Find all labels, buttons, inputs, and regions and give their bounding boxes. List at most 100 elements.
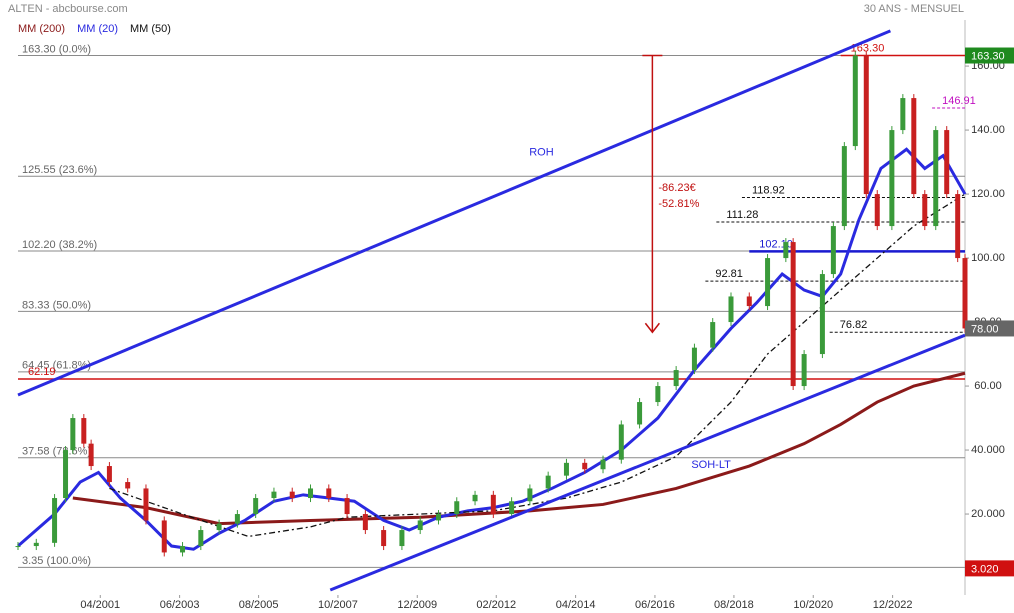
candle — [509, 501, 515, 515]
x-tick-label: 02/2012 — [476, 599, 516, 611]
candle — [746, 296, 752, 307]
chart-subtitle: 30 ANS - MENSUEL — [864, 3, 964, 15]
candle — [15, 546, 21, 548]
candle — [70, 418, 76, 451]
y-tick-label: 140.00 — [971, 124, 1005, 136]
candle — [344, 498, 350, 515]
y-tick-label: 40.000 — [971, 444, 1005, 456]
candle — [198, 530, 204, 547]
candle — [900, 98, 906, 131]
candle — [655, 386, 661, 403]
arrow-label: -86.23€ — [658, 182, 695, 194]
candle — [125, 482, 131, 489]
x-tick-label: 10/2020 — [793, 599, 833, 611]
x-tick-label: 10/2007 — [318, 599, 358, 611]
moving-average — [109, 193, 966, 538]
candle — [454, 501, 460, 515]
candle — [944, 130, 950, 195]
candle — [143, 488, 149, 521]
candle — [399, 530, 405, 547]
x-tick-label: 12/2009 — [397, 599, 437, 611]
legend-entry: MM (200) — [18, 23, 65, 35]
candle — [841, 146, 847, 227]
trendline-label: ROH — [529, 146, 554, 158]
candle — [911, 98, 917, 195]
trendline — [329, 333, 966, 592]
candle — [933, 130, 939, 227]
candle — [289, 491, 295, 499]
candle — [216, 523, 222, 531]
x-tick-label: 04/2001 — [80, 599, 120, 611]
level-label: 92.81 — [715, 268, 743, 280]
y-tick-label: 120.00 — [971, 188, 1005, 200]
fib-label: 83.33 (50.0%) — [22, 299, 91, 311]
candle — [922, 194, 928, 227]
candle — [417, 520, 423, 531]
x-tick-label: 08/2005 — [239, 599, 279, 611]
candle — [801, 354, 807, 387]
fib-label: 102.20 (38.2%) — [22, 239, 97, 251]
candle — [790, 242, 796, 387]
fib-label: 37.58 (78.6%) — [22, 446, 91, 458]
candle — [253, 498, 259, 515]
candle — [728, 296, 734, 323]
x-tick-label: 06/2016 — [635, 599, 675, 611]
x-tick-label: 04/2014 — [556, 599, 596, 611]
candle — [545, 475, 551, 489]
candle — [637, 402, 643, 425]
level-label: 62.19 — [28, 366, 56, 378]
price-tag-label: 78.00 — [971, 323, 999, 335]
y-tick-label: 100.00 — [971, 252, 1005, 264]
candle — [765, 258, 771, 307]
level-label: 118.92 — [752, 184, 785, 196]
y-tick-label: 20.000 — [971, 508, 1005, 520]
legend-entry: MM (50) — [130, 23, 171, 35]
candle — [691, 347, 697, 371]
x-tick-label: 08/2018 — [714, 599, 754, 611]
candle — [582, 462, 588, 470]
chart-title: ALTEN - abcbourse.com — [8, 3, 128, 15]
candle — [852, 55, 858, 147]
candle — [830, 226, 836, 275]
trendline-label: SOH-LT — [691, 459, 731, 471]
arrow-label: -52.81% — [658, 198, 699, 210]
level-label: 111.28 — [726, 209, 758, 221]
moving-average — [72, 371, 966, 526]
fib-label: 125.55 (23.6%) — [22, 164, 97, 176]
fib-label: 3.35 (100.0%) — [22, 555, 91, 567]
trendline — [17, 29, 891, 397]
candle — [180, 546, 186, 553]
candle — [88, 443, 94, 467]
candle — [490, 494, 496, 515]
candle — [618, 424, 624, 460]
candle — [63, 450, 69, 499]
level-label: 76.82 — [840, 319, 868, 331]
candle — [33, 542, 39, 547]
price-tag — [965, 320, 1014, 337]
level-label: 146.91 — [942, 95, 976, 107]
y-tick-label: 60.00 — [974, 380, 1002, 392]
candle — [783, 242, 789, 259]
candle — [381, 530, 387, 547]
candle — [326, 488, 332, 499]
fib-label: 163.30 (0.0%) — [22, 43, 91, 55]
price-tag — [965, 560, 1014, 577]
candle — [81, 418, 87, 444]
candle — [874, 194, 880, 227]
candle — [234, 514, 240, 524]
x-tick-label: 06/2003 — [160, 599, 200, 611]
candle — [472, 494, 478, 502]
x-tick-label: 12/2022 — [873, 599, 913, 611]
price-tag-label: 163.30 — [971, 50, 1005, 62]
legend-entry: MM (20) — [77, 23, 118, 35]
candle — [889, 130, 895, 227]
candle — [308, 488, 314, 499]
candle — [106, 466, 112, 483]
candle — [673, 370, 679, 387]
candle — [161, 520, 167, 553]
candle — [955, 194, 961, 259]
candle — [962, 258, 968, 329]
candle — [271, 491, 277, 499]
